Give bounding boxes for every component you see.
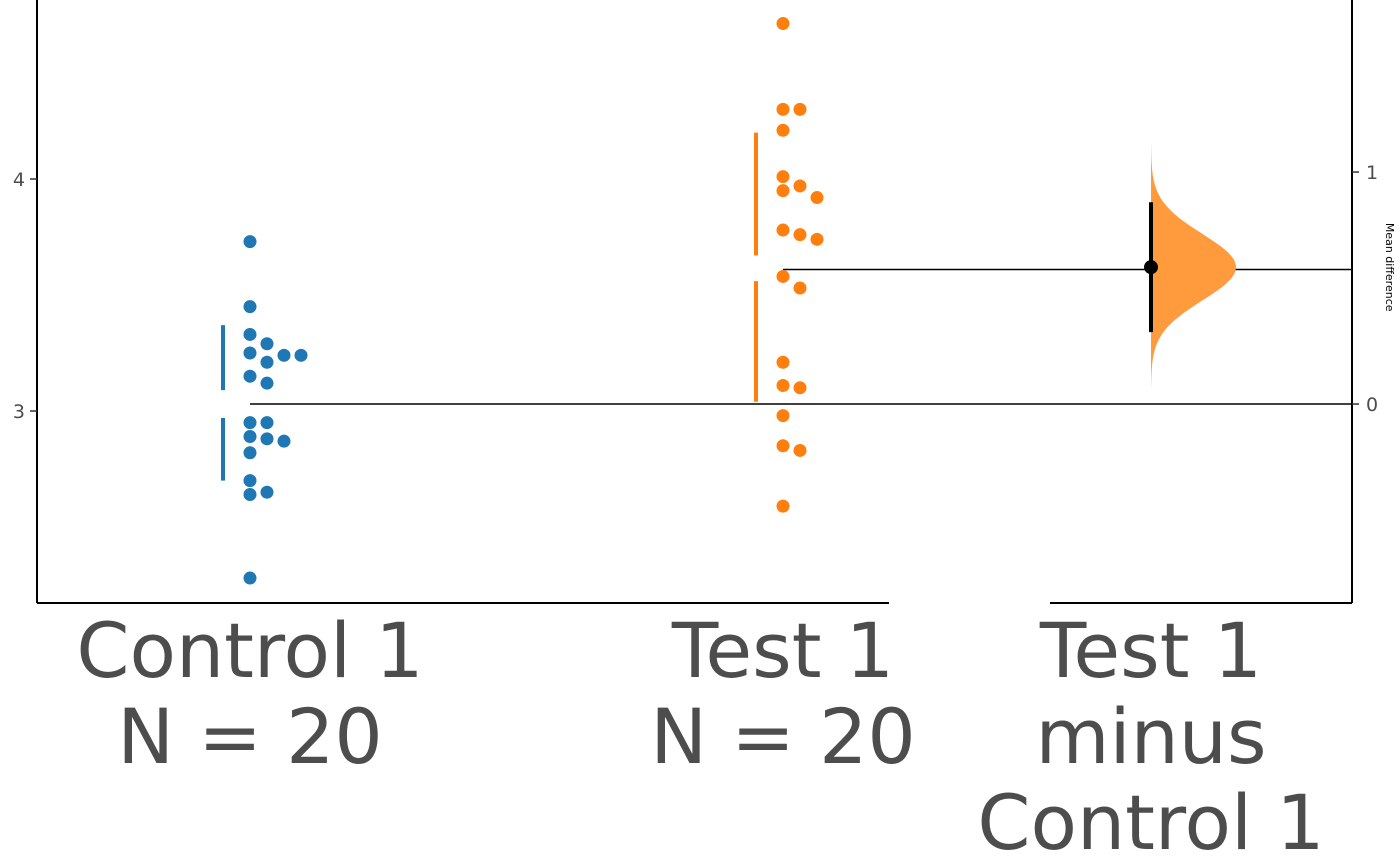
- right-tick-label-1: 1: [1366, 162, 1378, 184]
- group-0-label-line-0: Control 1: [76, 606, 423, 695]
- data-point: [810, 232, 824, 246]
- data-point: [243, 488, 257, 502]
- data-point: [243, 346, 257, 360]
- group-0-points: [243, 235, 308, 585]
- data-point: [260, 376, 274, 390]
- group-1-points: [776, 17, 824, 513]
- data-point: [793, 443, 807, 457]
- data-point: [776, 378, 790, 392]
- data-point: [810, 191, 824, 205]
- data-point: [776, 269, 790, 283]
- group-0-label-line-1: N = 20: [117, 692, 383, 781]
- data-point: [776, 223, 790, 237]
- effect-label-line-1: minus: [1035, 692, 1266, 781]
- data-point: [277, 348, 291, 362]
- data-point: [243, 446, 257, 460]
- data-point: [793, 102, 807, 116]
- group-1-label-line-0: Test 1: [671, 606, 894, 695]
- data-point: [260, 432, 274, 446]
- group-1-label-line-1: N = 20: [650, 692, 916, 781]
- data-point: [776, 123, 790, 137]
- data-point: [776, 17, 790, 31]
- data-point: [776, 102, 790, 116]
- data-point: [260, 337, 274, 351]
- data-point: [776, 499, 790, 513]
- right-axis-title: Mean difference: [1383, 223, 1396, 312]
- left-tick-label-4: 4: [13, 169, 25, 191]
- data-point: [793, 281, 807, 295]
- data-point: [243, 300, 257, 314]
- data-point: [776, 409, 790, 423]
- data-point: [776, 355, 790, 369]
- right-tick-label-0: 0: [1366, 394, 1378, 416]
- data-point: [294, 348, 308, 362]
- left-tick-label-3: 3: [13, 401, 25, 423]
- data-point: [260, 416, 274, 430]
- data-point: [243, 235, 257, 249]
- data-point: [243, 430, 257, 444]
- data-point: [776, 184, 790, 198]
- data-point: [260, 485, 274, 499]
- effect-label-line-2: Control 1: [977, 778, 1324, 865]
- effect-label-line-0: Test 1: [1039, 606, 1262, 695]
- data-point: [243, 327, 257, 341]
- data-point: [793, 228, 807, 242]
- data-point: [793, 179, 807, 193]
- data-point: [776, 170, 790, 184]
- data-point: [243, 571, 257, 585]
- data-point: [776, 439, 790, 453]
- bootstrap-distribution: [1151, 144, 1236, 386]
- data-point: [793, 381, 807, 395]
- effect-mean-point: [1144, 260, 1158, 275]
- data-point: [243, 474, 257, 488]
- data-point: [277, 434, 291, 448]
- data-point: [243, 416, 257, 430]
- data-point: [260, 355, 274, 369]
- data-point: [243, 369, 257, 383]
